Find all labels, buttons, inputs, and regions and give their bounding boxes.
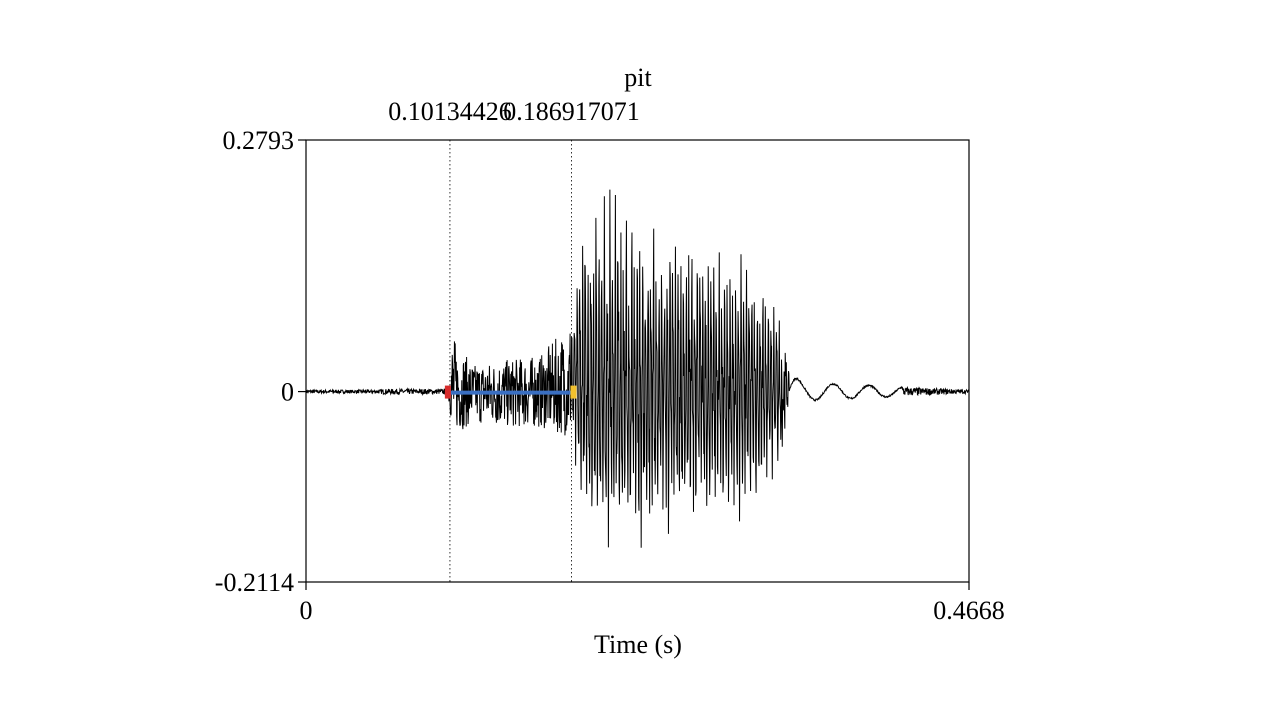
y-tick-label: 0 bbox=[281, 378, 294, 407]
interval-end-marker bbox=[570, 385, 577, 399]
x-tick-label: 0 bbox=[300, 596, 313, 625]
y-tick-label: 0.2793 bbox=[223, 126, 295, 155]
waveform-layer bbox=[305, 189, 970, 548]
interval-layer bbox=[444, 385, 577, 399]
x-tick-label: 0.4668 bbox=[933, 596, 1005, 625]
plot-frame bbox=[305, 139, 970, 583]
marker-time-label: 0.10134426 bbox=[388, 97, 512, 126]
chart-title: pit bbox=[624, 63, 652, 92]
interval-start-marker bbox=[444, 385, 451, 399]
waveform-trace bbox=[305, 189, 970, 548]
x-axis-label: Time (s) bbox=[594, 630, 682, 659]
y-tick-label: -0.2114 bbox=[215, 568, 294, 597]
marker-time-label: 0.186917071 bbox=[503, 97, 640, 126]
y-axis-ticks: 0.2793 0 -0.2114 bbox=[215, 126, 306, 597]
x-axis-ticks: 0 0.4668 bbox=[300, 582, 1005, 625]
